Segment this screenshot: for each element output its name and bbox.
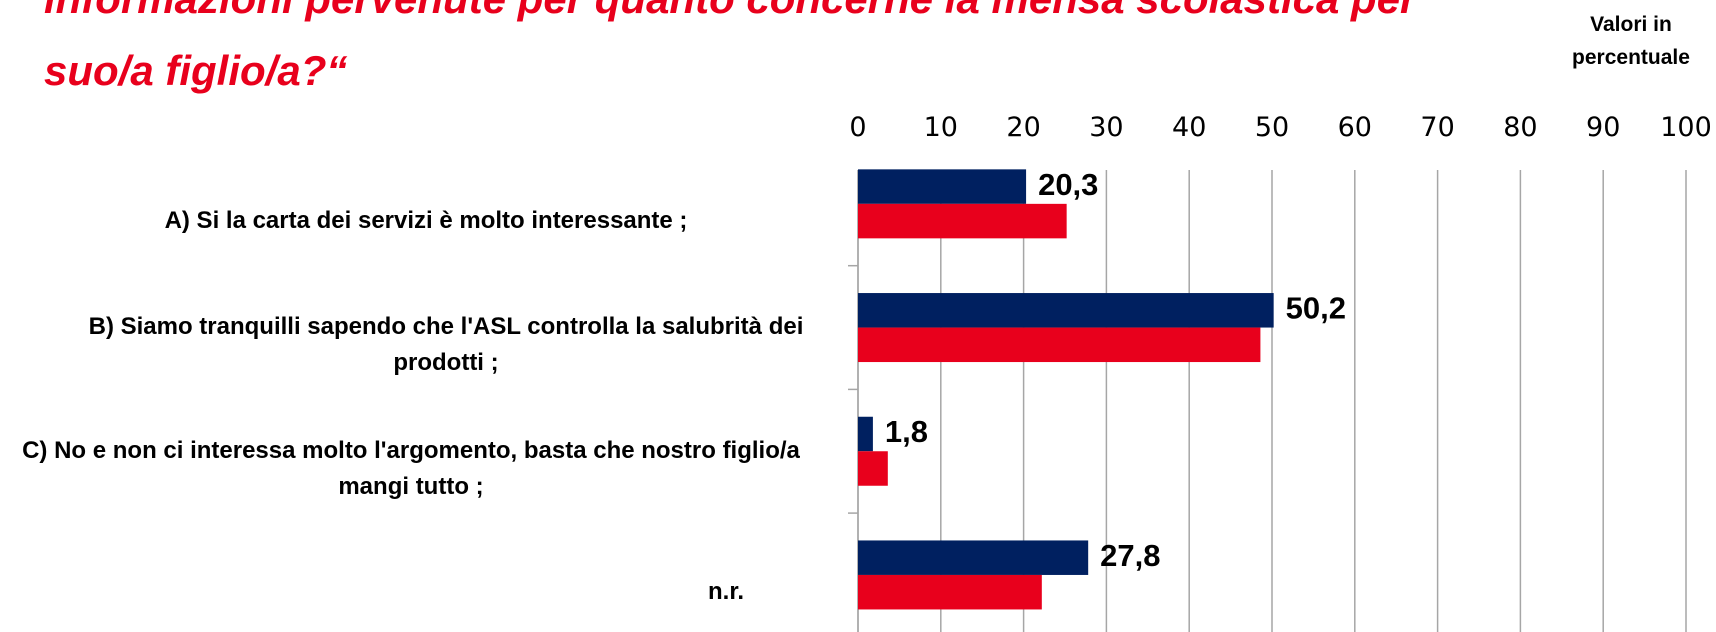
bar [858,451,888,486]
bar [858,327,1261,363]
y-tick-label: A) Si la carta dei servizi è molto inter… [164,207,688,235]
x-tick-label: 40 [1172,112,1206,143]
x-tick-label: 80 [1503,112,1537,143]
x-tick-label: 50 [1255,112,1289,143]
x-tick-label: 10 [924,112,958,143]
x-tick-label: 20 [1006,112,1040,143]
data-label: 27,8 [1100,538,1160,573]
bar [858,540,1089,575]
y-tick-label: B) Siamo tranquilli sapendo che l'ASL co… [88,312,804,376]
y-tick-label: n.r. [707,578,744,606]
bar [858,574,1042,610]
x-tick-label: 60 [1338,112,1372,143]
bar [858,416,873,452]
data-label: 20,3 [1038,167,1098,202]
chart-title: informazioni pervenute per quanto concer… [44,0,1416,20]
data-label: 1,8 [885,414,928,449]
y-tick-label: C) No e non ci interessa molto l'argomen… [22,436,800,500]
x-tick-label: 90 [1586,112,1620,143]
data-label: 50,2 [1286,290,1346,325]
bar [858,203,1067,239]
x-tick-label: 30 [1089,112,1123,143]
annotation: Valori in percentuale [1572,13,1690,69]
chart-title: suo/a figlio/a?“ [44,47,348,94]
x-tick-label: 70 [1420,112,1454,143]
x-tick-label: 0 [849,112,866,143]
x-tick-label: 100 [1660,112,1712,143]
bar [858,169,1027,204]
bar [858,293,1274,328]
